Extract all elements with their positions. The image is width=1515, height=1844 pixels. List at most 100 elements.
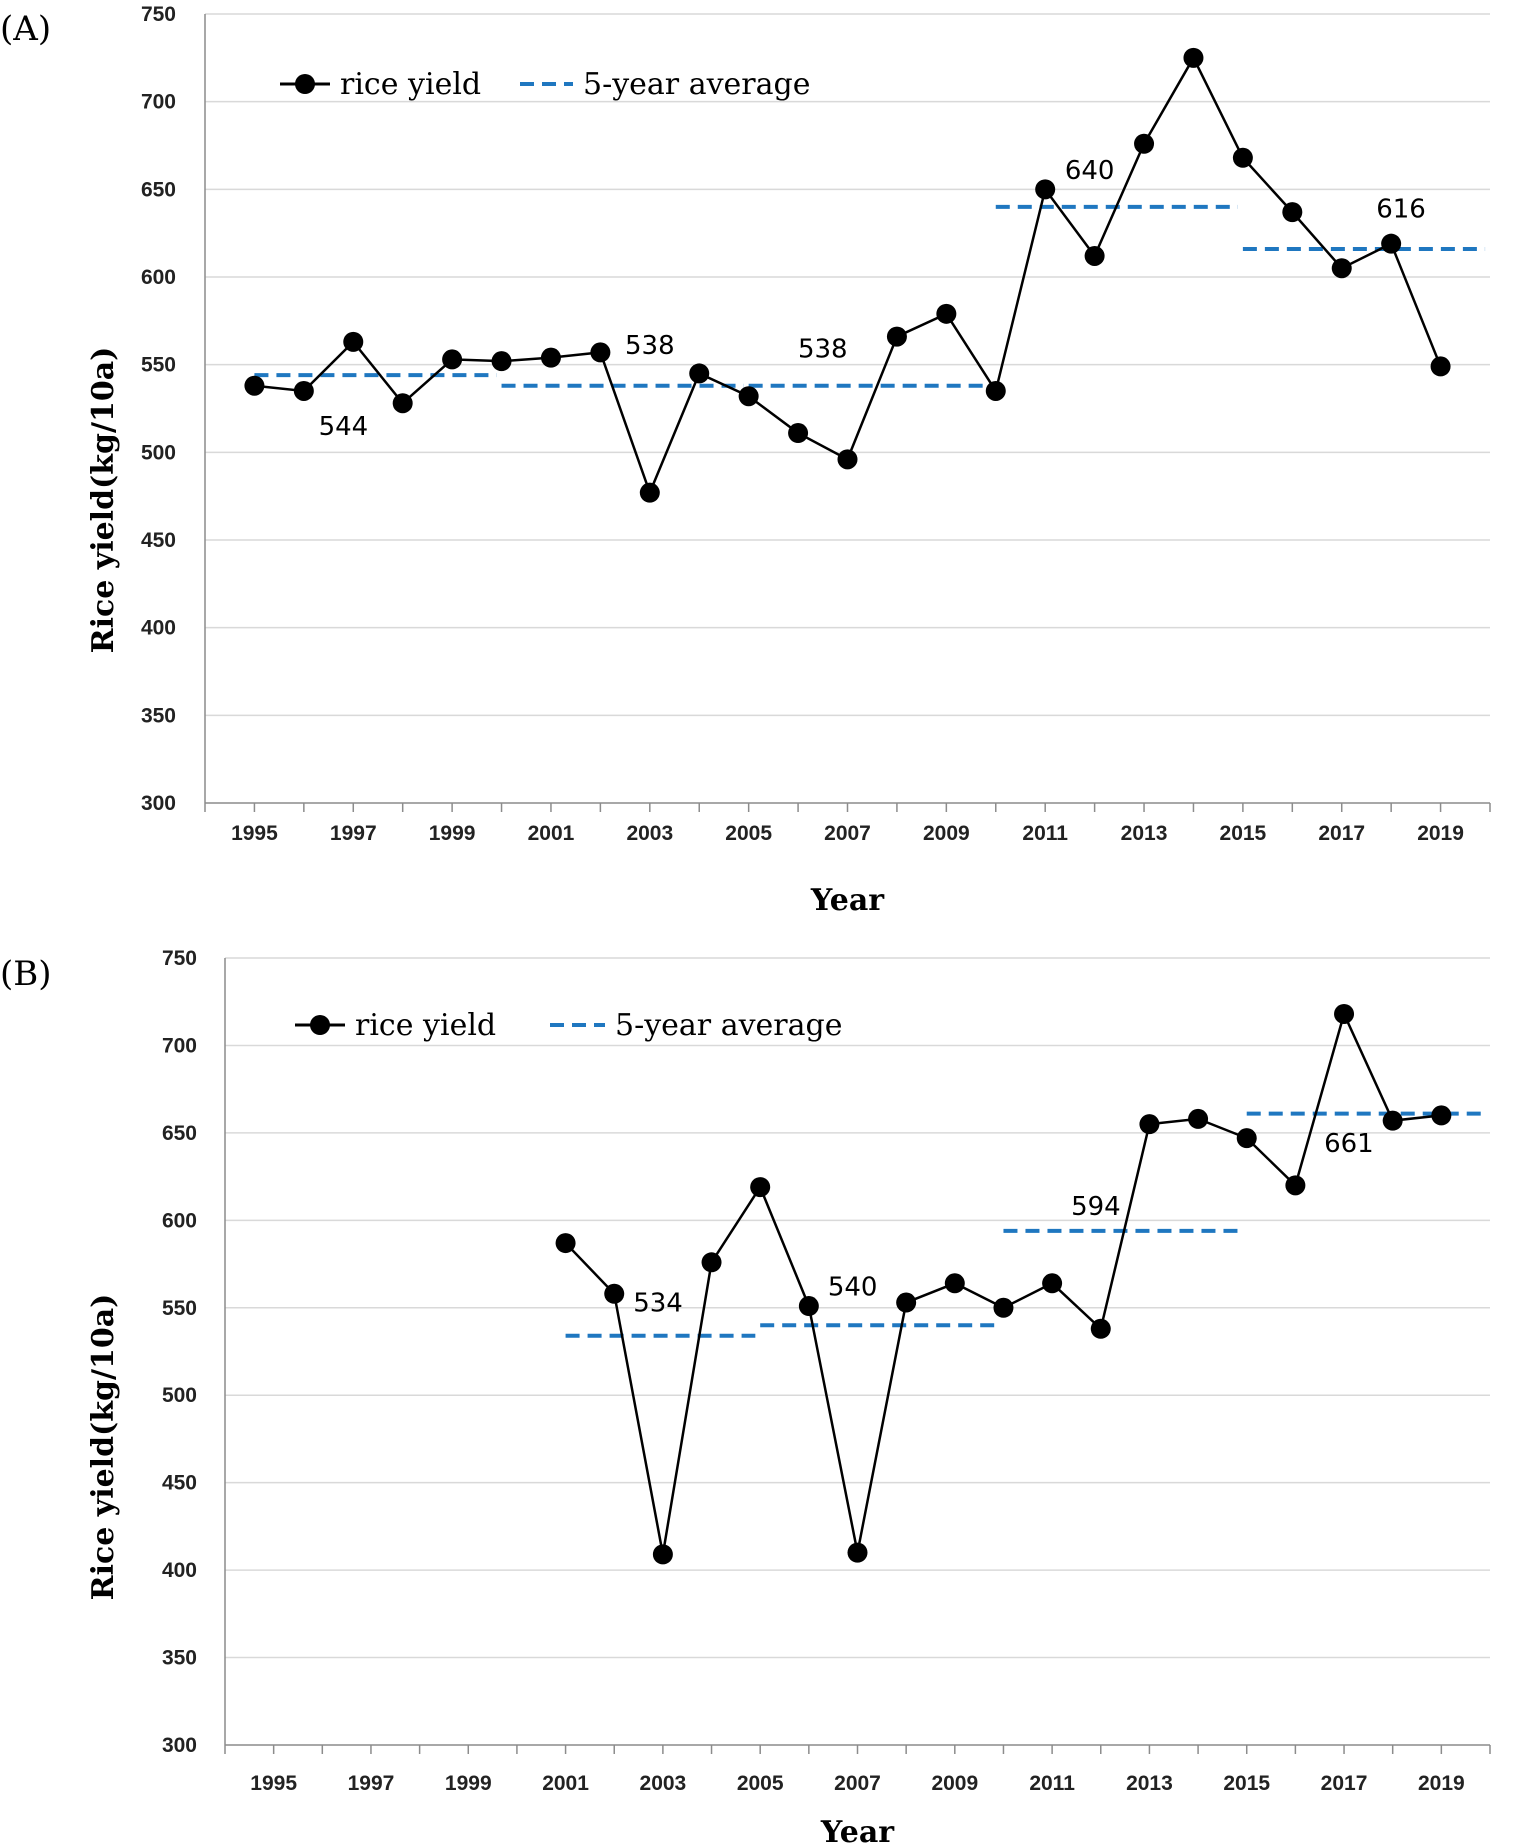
data-point: [1282, 202, 1303, 223]
average-label: 538: [625, 331, 675, 361]
x-tick-label: 2013: [1126, 1772, 1173, 1795]
data-point: [896, 1292, 917, 1313]
legend-series-label: rice yield: [340, 67, 481, 102]
data-point: [1285, 1175, 1306, 1196]
y-tick-label: 700: [141, 91, 176, 114]
legend-average-label: 5-year average: [615, 1008, 842, 1043]
data-point: [1381, 233, 1402, 254]
data-point: [442, 349, 463, 370]
x-tick-label: 2009: [931, 1772, 978, 1795]
x-tick-label: 2007: [824, 822, 871, 845]
x-tick-label: 2011: [1022, 822, 1068, 845]
data-point: [750, 1177, 771, 1198]
x-tick-label: 1995: [250, 1772, 297, 1795]
data-point: [936, 303, 957, 324]
x-tick-label: 1999: [429, 822, 476, 845]
series-line: [254, 55, 1442, 497]
data-point: [1134, 133, 1155, 154]
x-tick-label: 2011: [1029, 1772, 1075, 1795]
data-point: [392, 393, 413, 414]
data-point: [293, 380, 314, 401]
average-label: 540: [828, 1273, 878, 1303]
average-label: 534: [633, 1288, 683, 1318]
data-point: [639, 482, 660, 503]
x-tick-label: 2019: [1417, 822, 1464, 845]
data-point: [837, 449, 858, 470]
data-point: [1232, 147, 1253, 168]
panel-label: (B): [0, 954, 52, 994]
y-tick-label: 450: [141, 529, 176, 552]
data-point: [1382, 1110, 1403, 1131]
legend-series-label: rice yield: [355, 1008, 496, 1043]
y-tick-label: 700: [162, 1034, 197, 1057]
data-point: [1236, 1128, 1257, 1149]
y-tick-label: 300: [141, 792, 176, 815]
data-point: [1188, 1108, 1209, 1129]
data-point: [1035, 179, 1056, 200]
y-tick-label: 350: [141, 704, 176, 727]
x-tick-label: 2005: [737, 1772, 784, 1795]
x-tick-label: 2017: [1321, 1772, 1368, 1795]
data-point: [886, 326, 907, 347]
panel-label: (A): [0, 9, 51, 49]
x-tick-label: 1997: [348, 1772, 395, 1795]
data-point: [944, 1273, 965, 1294]
y-tick-label: 300: [162, 1734, 197, 1757]
y-tick-label: 350: [162, 1647, 197, 1670]
data-point: [1331, 258, 1352, 279]
x-tick-label: 2009: [923, 822, 970, 845]
data-point: [590, 342, 611, 363]
data-point: [555, 1233, 576, 1254]
x-tick-label: 1995: [231, 822, 278, 845]
average-label: 544: [319, 412, 369, 442]
panel-a: (A) 300 350 400 450 500 550 600 650 700 750 1995 199…: [0, 3, 1491, 918]
data-point: [491, 351, 512, 372]
average-label: 594: [1071, 1192, 1121, 1222]
y-tick-label: 400: [141, 617, 176, 640]
y-tick-label: 750: [162, 947, 197, 970]
x-tick-label: 2015: [1220, 822, 1267, 845]
y-tick-label: 600: [162, 1209, 197, 1232]
x-tick-label: 2003: [640, 1772, 687, 1795]
y-axis-title: Rice yield(kg/10a): [86, 1294, 121, 1601]
data-point: [343, 331, 364, 352]
x-tick-label: 2005: [725, 822, 772, 845]
data-point: [738, 386, 759, 407]
x-axis-title: Year: [810, 883, 885, 918]
data-point: [652, 1544, 673, 1565]
data-point: [1090, 1318, 1111, 1339]
x-tick-label: 2003: [626, 822, 673, 845]
y-tick-label: 450: [162, 1472, 197, 1495]
data-point: [701, 1252, 722, 1273]
y-axis-title: Rice yield(kg/10a): [86, 347, 121, 654]
x-tick-label: 2017: [1318, 822, 1365, 845]
y-tick-label: 600: [141, 266, 176, 289]
data-point: [1334, 1003, 1355, 1024]
average-label: 661: [1324, 1129, 1374, 1159]
y-tick-label: 750: [141, 3, 176, 26]
x-tick-label: 1997: [330, 822, 377, 845]
x-tick-label: 1999: [445, 1772, 492, 1795]
data-point: [1042, 1273, 1063, 1294]
x-tick-label: 2001: [528, 822, 575, 845]
data-point: [689, 363, 710, 384]
data-point: [1183, 47, 1204, 68]
legend-series-marker: [295, 74, 315, 94]
y-tick-label: 650: [141, 178, 176, 201]
x-tick-label: 2001: [542, 1772, 589, 1795]
average-label: 640: [1065, 156, 1115, 186]
x-tick-label: 2015: [1223, 1772, 1270, 1795]
y-tick-label: 650: [162, 1122, 197, 1145]
x-axis-title: Year: [820, 1815, 895, 1844]
data-point: [1084, 245, 1105, 266]
data-point: [1430, 356, 1451, 377]
data-point: [540, 347, 561, 368]
average-label: 616: [1376, 194, 1426, 224]
y-tick-label: 500: [141, 441, 176, 464]
y-tick-label: 400: [162, 1559, 197, 1582]
data-point: [798, 1296, 819, 1317]
data-point: [985, 380, 1006, 401]
data-point: [788, 423, 809, 444]
y-tick-label: 550: [162, 1297, 197, 1320]
